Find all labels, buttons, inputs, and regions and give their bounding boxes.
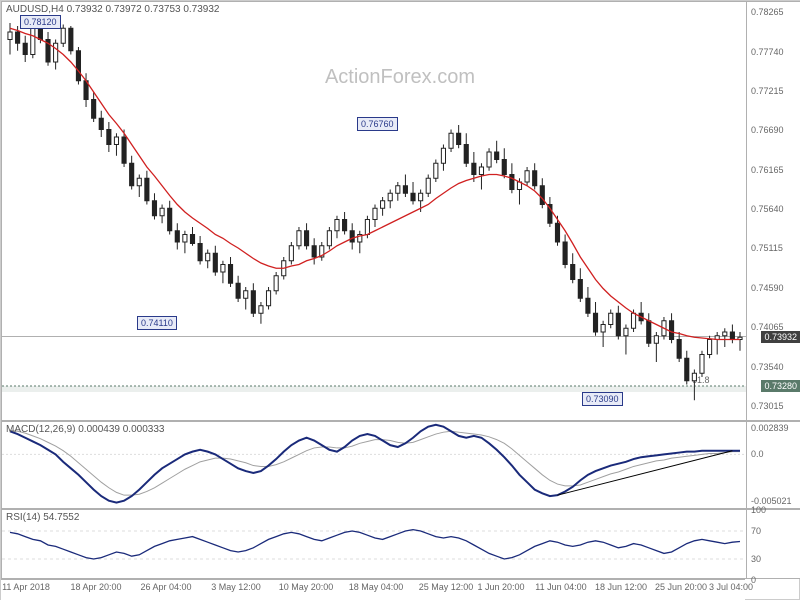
macd-plot: [2, 422, 748, 510]
time-x-axis: 11 Apr 201818 Apr 20:0026 Apr 04:003 May…: [1, 579, 745, 601]
macd-panel[interactable]: MACD(12,26,9) 0.000439 0.000333 0.002839…: [1, 421, 800, 509]
price-y-axis: 0.782650.777400.772150.766900.761650.756…: [746, 2, 800, 420]
price-plot: 61.8: [2, 2, 748, 422]
price-panel[interactable]: AUDUSD,H4 0.73932 0.73972 0.73753 0.7393…: [1, 1, 800, 421]
rsi-panel[interactable]: RSI(14) 54.7552 10070300: [1, 509, 800, 579]
rsi-y-axis: 10070300: [746, 510, 800, 578]
rsi-plot: [2, 510, 748, 580]
macd-y-axis: 0.0028390.0-0.005021: [746, 422, 800, 508]
forex-chart[interactable]: ActionForex.com AUDUSD,H4 0.73932 0.7397…: [0, 0, 800, 600]
